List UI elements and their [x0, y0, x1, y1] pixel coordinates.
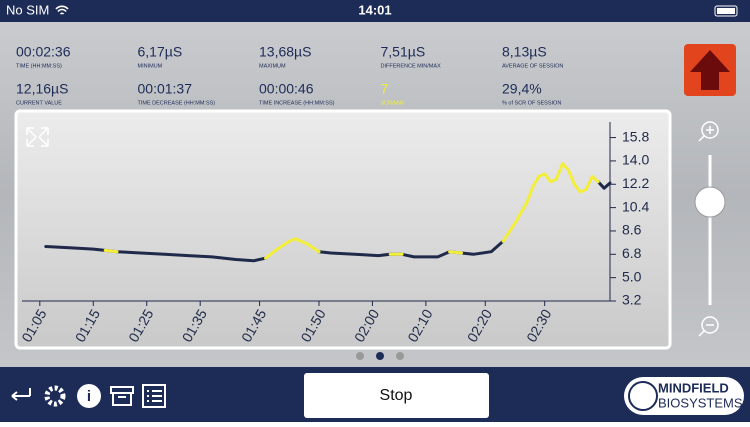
back-button[interactable] — [11, 388, 31, 401]
logo-line1: MINDFIELD — [658, 380, 729, 395]
stat-label: TIME INCREASE (HH:MM:SS) — [259, 100, 335, 106]
page-dot[interactable] — [376, 352, 384, 360]
stop-button[interactable] — [304, 373, 489, 418]
series-line — [103, 162, 600, 260]
page-dot[interactable] — [356, 352, 364, 360]
logo-icon — [628, 381, 658, 411]
list-button[interactable] — [142, 384, 166, 408]
wifi-icon — [55, 5, 69, 15]
stat-label: TIME (HH:MM:SS) — [16, 63, 62, 69]
clock: 14:01 — [358, 2, 391, 17]
stat-label: TIME DECREASE (HH:MM:SS) — [138, 100, 216, 106]
stop-label: Stop — [380, 387, 413, 404]
zoom-in[interactable] — [701, 121, 719, 139]
status-bar — [0, 0, 750, 22]
battery-icon — [714, 5, 738, 17]
stat-label: DIFFERENCE MIN/MAX — [381, 63, 442, 69]
stat-value: 00:00:46 — [259, 81, 314, 97]
y-tick-label: 15.8 — [622, 128, 649, 144]
fullscreen-icon[interactable] — [26, 127, 49, 147]
carrier: No SIM — [6, 2, 49, 17]
stat-value: 7 — [381, 81, 389, 97]
stat-label: CURRENT VALUE — [16, 100, 62, 106]
zoom-thumb[interactable] — [694, 186, 726, 218]
stat-value: 8,13µS — [502, 44, 547, 60]
zoom-out[interactable] — [701, 316, 719, 334]
stat-label: SCR/MIN — [381, 100, 404, 106]
info-icon: i — [87, 388, 91, 405]
chart-panel — [14, 109, 672, 350]
stat-label: MAXIMUM — [259, 63, 286, 69]
stats: 00:02:36 TIME (HH:MM:SS) 6,17µS MINIMUM 13,6… — [16, 44, 563, 107]
stat-label: % of SCR OF SESSION — [502, 100, 561, 106]
zoom-out-icon — [698, 324, 714, 337]
trend-arrow — [690, 50, 730, 90]
series-line — [44, 180, 612, 263]
y-tick-label: 14.0 — [622, 152, 649, 168]
stat-value: 00:02:36 — [16, 44, 71, 60]
y-tick-label: 10.4 — [622, 198, 649, 214]
battery-level — [717, 8, 735, 14]
stat-value: 6,17µS — [138, 44, 183, 60]
stat-value: 29,4% — [502, 81, 542, 97]
stat-value: 13,68µS — [259, 44, 311, 60]
y-tick-label: 3.2 — [622, 292, 642, 308]
stat-label: MINIMUM — [138, 63, 163, 69]
info-button[interactable] — [77, 384, 101, 408]
y-tick-label: 12.2 — [622, 175, 649, 191]
archive-button[interactable] — [110, 386, 134, 406]
page-dot[interactable] — [396, 352, 404, 360]
settings-button[interactable] — [44, 385, 66, 407]
y-tick-label: 8.6 — [622, 222, 642, 238]
y-tick-label: 6.8 — [622, 245, 642, 261]
stat-value: 00:01:37 — [138, 81, 193, 97]
stat-label: AVERAGE OF SESSION — [502, 63, 563, 69]
stat-value: 7,51µS — [381, 44, 426, 60]
logo-line2: BIOSYSTEMS — [658, 395, 743, 410]
y-tick-label: 5.0 — [622, 268, 642, 284]
stat-value: 12,16µS — [16, 81, 68, 97]
zoom-in-icon — [698, 126, 714, 142]
